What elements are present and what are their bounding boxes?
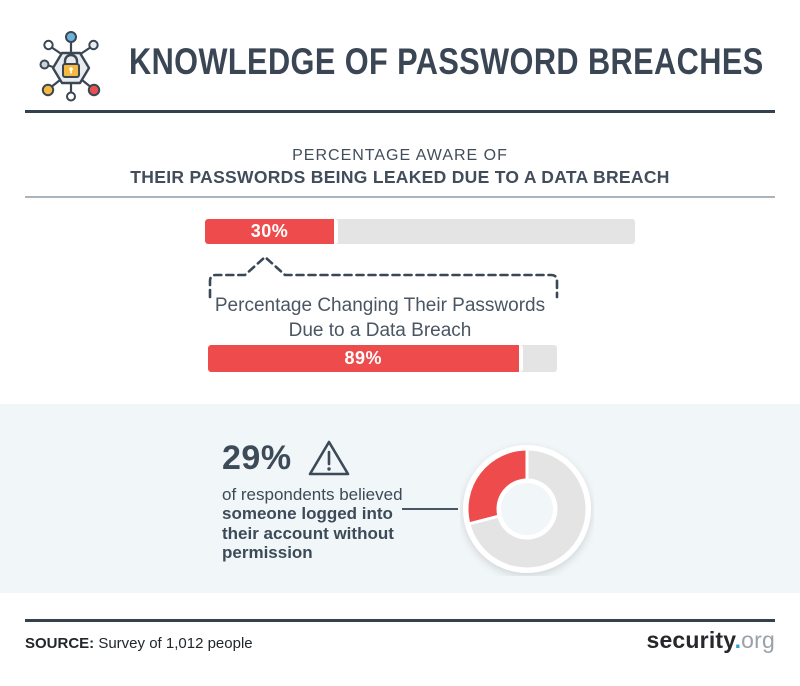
donut-chart-wrap	[460, 442, 594, 581]
changed-bar-label: 89%	[344, 348, 383, 368]
aware-bar-track: 30%	[205, 219, 635, 244]
callout-line2: Due to a Data Breach	[288, 320, 472, 341]
stat-block: 29% of respondents believed someone logg…	[222, 438, 427, 563]
header-divider	[25, 110, 775, 113]
stat-row: 29%	[222, 438, 427, 478]
stat-bold-line2: their account without	[222, 523, 394, 543]
network-security-lock-icon	[39, 31, 101, 102]
aware-bar-label: 30%	[250, 221, 289, 241]
section-heading-line2: THEIR PASSWORDS BEING LEAKED DUE TO A DA…	[130, 167, 670, 187]
changed-bar-fill: 89%	[208, 345, 523, 372]
logo-org: org	[741, 627, 775, 653]
footer-divider	[25, 619, 775, 622]
stat-section-background	[0, 404, 800, 593]
security-org-logo: security.org	[646, 627, 775, 654]
stat-connector-line	[402, 508, 458, 510]
donut-hole	[501, 483, 553, 535]
section-heading-line1: PERCENTAGE AWARE OF	[292, 147, 508, 164]
source-note: SOURCE: Survey of 1,012 people	[25, 635, 253, 652]
changed-bar-track: 89%	[208, 345, 557, 372]
callout-line1: Percentage Changing Their Passwords	[214, 295, 546, 316]
donut-segment-red	[465, 447, 529, 526]
source-label: SOURCE:	[25, 635, 95, 652]
logo-dot: .	[734, 627, 742, 653]
aware-bar-fill: 30%	[205, 219, 338, 244]
stat-intro: of respondents believed	[222, 485, 403, 504]
header: KNOWLEDGE OF PASSWORD BREACHES	[118, 40, 775, 84]
stat-bold-line1: someone logged into	[222, 504, 393, 523]
page-title: KNOWLEDGE OF PASSWORD BREACHES	[129, 41, 764, 82]
section-heading: PERCENTAGE AWARE OF THEIR PASSWORDS BEIN…	[0, 145, 800, 189]
callout-bracket	[208, 255, 559, 299]
stat-value: 29%	[222, 438, 292, 477]
stat-bold-line3: permission	[222, 543, 313, 562]
logo-security: security	[646, 627, 735, 653]
subheading-divider	[25, 196, 775, 198]
source-text: Survey of 1,012 people	[94, 635, 253, 652]
callout-text: Percentage Changing Their Passwords Due …	[202, 293, 558, 343]
donut-chart	[463, 445, 591, 573]
warning-triangle-icon	[308, 440, 349, 476]
donut-segment-gray	[467, 447, 589, 571]
